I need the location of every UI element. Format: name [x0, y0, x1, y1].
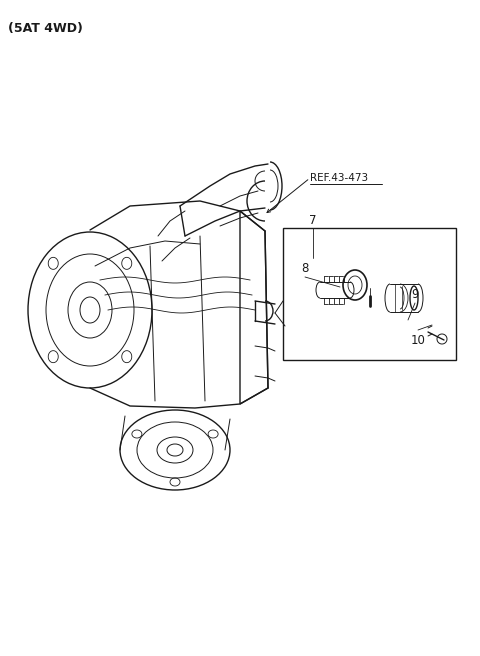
Text: 8: 8	[301, 262, 309, 274]
Bar	[283, 228, 456, 360]
Text: (5AT 4WD): (5AT 4WD)	[8, 22, 83, 35]
Text: 9: 9	[411, 289, 419, 302]
Text: 7: 7	[309, 213, 317, 226]
Text: REF.43-473: REF.43-473	[310, 173, 368, 183]
Text: 10: 10	[410, 333, 425, 346]
